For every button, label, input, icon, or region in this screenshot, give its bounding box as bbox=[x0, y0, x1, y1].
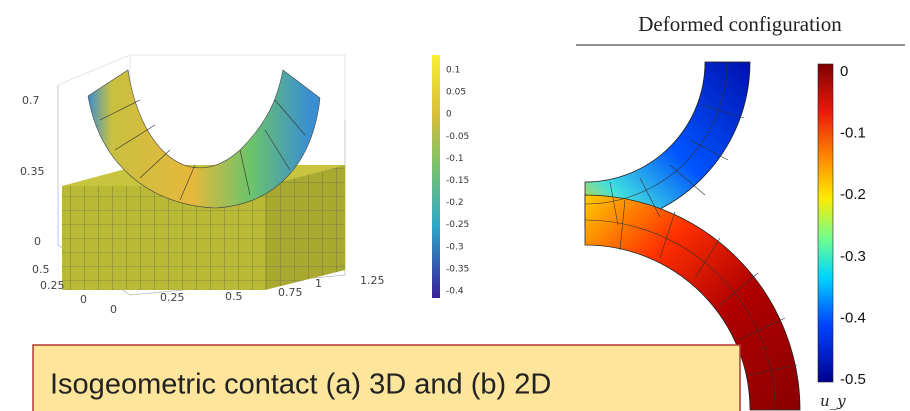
y-tick-label: 0.5 bbox=[32, 263, 50, 276]
colorbar-tick-label: 0.05 bbox=[446, 88, 466, 98]
colorbar-tick-label: -0.1 bbox=[446, 154, 464, 164]
z-tick-label: 0.7 bbox=[22, 94, 40, 107]
x-tick-label: 1.25 bbox=[360, 274, 385, 287]
colorbar-tick-label: -0.05 bbox=[446, 132, 469, 142]
colorbar-tick-label: -0.3 bbox=[840, 248, 866, 265]
colorbar-tick-label: -0.4 bbox=[446, 287, 464, 297]
plot-3d bbox=[58, 55, 345, 295]
colorbar-tick-label: 0 bbox=[840, 63, 848, 80]
caption: Isogeometric contact (a) 3D and (b) 2D bbox=[50, 369, 551, 401]
x-tick-label: 0.5 bbox=[225, 290, 243, 303]
y-tick-label: 0.25 bbox=[40, 279, 65, 292]
y-tick-label: 0 bbox=[80, 293, 87, 306]
colorbar-tick-label: -0.35 bbox=[446, 264, 469, 274]
x-tick-label: 0.75 bbox=[278, 286, 303, 299]
slide: 0.7 0.35 0 0.5 0.25 0 0 0.25 0.5 0.75 1 … bbox=[0, 0, 910, 411]
colorbar-tick-label: -0.2 bbox=[446, 198, 464, 208]
colorbar-tick-label: -0.1 bbox=[840, 125, 866, 142]
z-tick-label: 0.35 bbox=[20, 165, 45, 178]
plot-title: Deformed configuration bbox=[638, 12, 842, 36]
colorbar-tick-label: -0.15 bbox=[446, 176, 469, 186]
colorbar-tick-label: 0 bbox=[446, 110, 452, 120]
colorbar-tick-label: -0.4 bbox=[840, 309, 866, 326]
x-tick-label: 0 bbox=[110, 303, 117, 316]
x-tick-label: 1 bbox=[315, 277, 322, 290]
colorbar-labels: 0 -0.1 -0.2 -0.3 -0.4 -0.5 bbox=[840, 63, 866, 388]
colorbar-label: u_y bbox=[820, 392, 846, 410]
colorbar bbox=[818, 64, 833, 382]
colorbar-tick-label: -0.2 bbox=[840, 186, 866, 203]
colorbar-labels: 0.1 0.05 0 -0.05 -0.1 -0.15 -0.2 -0.25 -0.3 -0.35… bbox=[446, 66, 469, 297]
colorbar-tick-label: -0.5 bbox=[840, 371, 866, 388]
colorbar-tick-label: -0.3 bbox=[446, 242, 464, 252]
z-tick-label: 0 bbox=[34, 235, 41, 248]
colorbar-tick-label: -0.25 bbox=[446, 220, 469, 230]
x-tick-label: 0.25 bbox=[160, 291, 185, 304]
colorbar bbox=[432, 55, 440, 298]
colorbar-tick-label: 0.1 bbox=[446, 66, 460, 76]
